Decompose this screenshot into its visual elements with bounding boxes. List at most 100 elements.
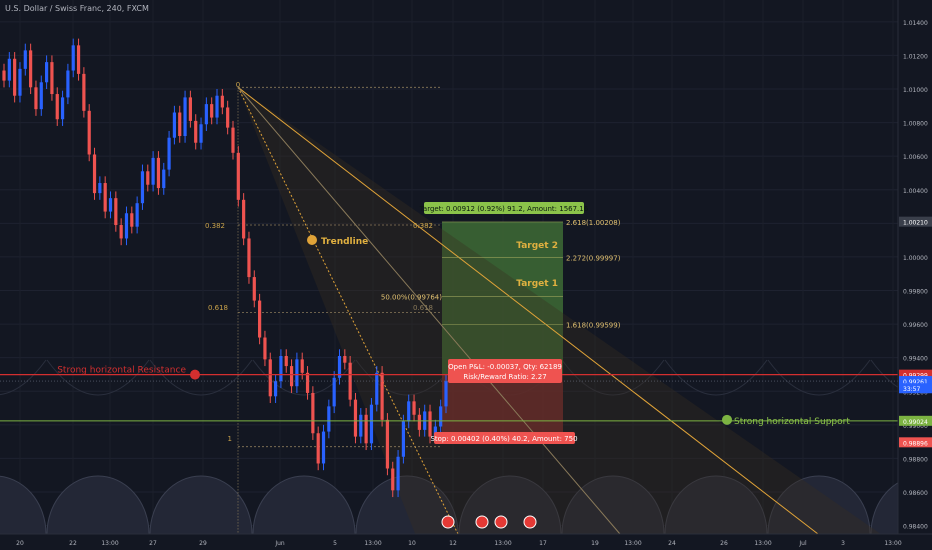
fib-level-label: 0.618 (413, 304, 433, 312)
candle-body (92, 154, 97, 194)
candle-body (29, 50, 33, 88)
price-badge (899, 216, 932, 227)
time-axis-bg (0, 534, 932, 550)
candle-body (124, 213, 129, 239)
cycle-curve (664, 359, 768, 396)
chart-title: U.S. Dollar / Swiss Franc, 240, FXCM (5, 4, 149, 13)
candle-body (375, 372, 379, 405)
candle-body (439, 406, 443, 427)
candle-body (71, 45, 75, 71)
price-badge (899, 437, 932, 448)
candle-body (433, 426, 437, 437)
candle-body (204, 104, 208, 125)
candle-body (114, 198, 118, 226)
event-icon (523, 515, 537, 529)
candle-body (311, 392, 315, 434)
candle-body (7, 58, 11, 81)
candle-body (268, 359, 272, 397)
position-zones[interactable] (442, 221, 563, 443)
fib-ext-label: 50.00%(0.99764) (381, 294, 442, 302)
candle-body (279, 356, 283, 382)
candle-body (236, 152, 240, 200)
candle-body (140, 171, 145, 204)
candle-body (167, 137, 171, 170)
time-tick: 5 (333, 540, 337, 547)
time-tick: 27 (149, 540, 157, 547)
candle-body (135, 203, 139, 227)
candle-body (172, 112, 177, 138)
candle-body (321, 431, 326, 464)
candle-body (183, 97, 187, 137)
candle-body (220, 95, 224, 108)
time-tick: 20 (16, 540, 24, 547)
price-axis[interactable]: 1.01400 1.01200 1.01000 1.00800 1.00600 1.004… (897, 0, 932, 550)
price-tick: 1.00400 (903, 188, 928, 195)
candle-body (98, 183, 102, 194)
candle-body (417, 414, 421, 430)
time-tick: Jul (798, 540, 807, 547)
time-axis[interactable]: 20 22 13:00 27 29 Jun 5 13:00 10 12 13:00 17 19 13:00… (0, 533, 932, 550)
candle-body (162, 169, 166, 189)
fib-level-label: 0.382 (413, 222, 433, 230)
target1-label: Target 1 (516, 279, 558, 289)
pl-box (448, 359, 562, 383)
candle-body (305, 372, 310, 393)
price-tick: 1.00800 (903, 121, 928, 128)
price-badge-label: 0.99261 (903, 379, 928, 386)
target-text: Target: 0.00912 (0.92%) 91.2, Amount: 15… (419, 205, 589, 213)
candle-body (108, 198, 113, 212)
candle-body (151, 157, 155, 185)
time-tick: 3 (841, 540, 845, 547)
stop-box (434, 432, 575, 444)
time-tick: 19 (591, 540, 599, 547)
candle-body (76, 45, 81, 74)
price-tick: 0.99600 (903, 322, 928, 329)
candle-body (263, 337, 267, 360)
event-icon (441, 515, 455, 529)
cycle-arc (767, 475, 871, 535)
time-tick: 29 (199, 540, 207, 547)
price-tick: 1.00000 (903, 255, 928, 262)
price-badge (899, 376, 932, 387)
trendline-label: Trendline (321, 237, 368, 247)
time-tick: 13:00 (364, 540, 381, 547)
candle-body (55, 94, 59, 120)
candle-body (343, 356, 347, 363)
candle-body (2, 70, 6, 81)
candle-body (242, 199, 246, 239)
fib-ext-label: 2.272(0.99997) (566, 254, 621, 262)
price-tick: 0.98800 (903, 456, 928, 463)
time-tick: 13:00 (101, 540, 118, 547)
candle-body (444, 381, 448, 407)
annotations: 00.3820.61810.3820.61812.618(1.00208)2.2… (57, 81, 850, 529)
cycle-arc (561, 475, 665, 535)
candle-body (66, 70, 70, 98)
candle-body (428, 411, 432, 437)
candle-body (199, 124, 203, 143)
candle-body (45, 62, 49, 83)
time-tick: 13:00 (884, 540, 901, 547)
fib-level-label: 0.382 (205, 222, 225, 230)
target2-label: Target 2 (516, 241, 558, 251)
open-pl-text: Open P&L: -0.00037, Qty: 62189 (448, 363, 562, 371)
trendline-marker (307, 235, 317, 245)
price-tick: 0.98400 (903, 524, 928, 531)
candle-body (194, 120, 198, 143)
candle-body (34, 87, 38, 110)
candle-body (300, 359, 304, 373)
candle-body (359, 414, 363, 437)
cycle-arc (664, 475, 768, 535)
candle-body (178, 112, 182, 137)
fan-line (237, 86, 819, 535)
fan-line (237, 86, 621, 535)
cycle-arc (252, 475, 356, 535)
candle-body (385, 419, 390, 469)
event-icon (475, 515, 489, 529)
candle-body (119, 225, 123, 239)
cycle-arc (149, 475, 253, 535)
price-tick: 0.99800 (903, 289, 928, 296)
candle-body (103, 183, 107, 212)
candle-body (82, 73, 86, 111)
price-tick: 1.01000 (903, 87, 928, 94)
